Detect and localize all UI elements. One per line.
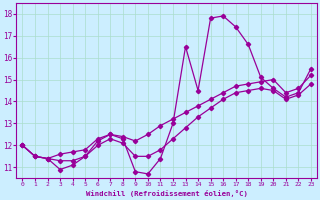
X-axis label: Windchill (Refroidissement éolien,°C): Windchill (Refroidissement éolien,°C) bbox=[86, 190, 248, 197]
